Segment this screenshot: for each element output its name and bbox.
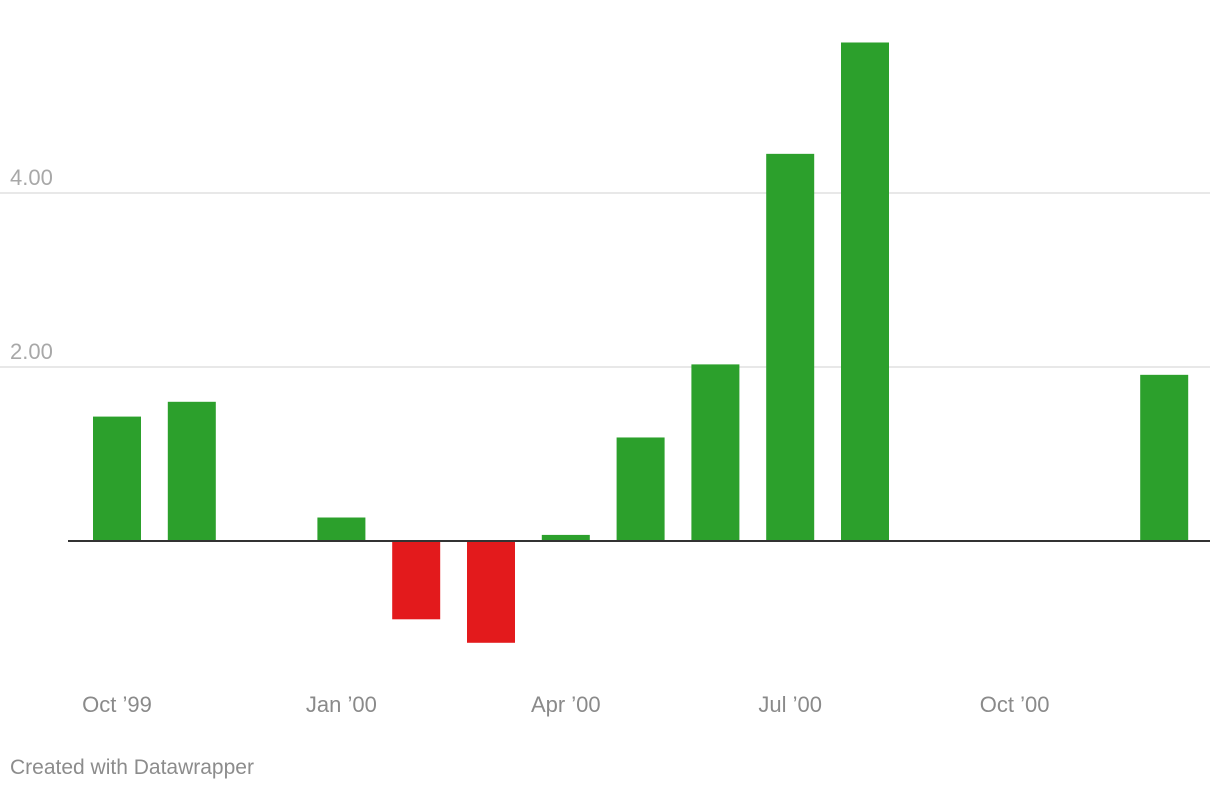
gridlines [0, 192, 1210, 368]
axes: 2.00 4.00 Oct ’99 Jan ’00 Apr ’00 Jul ’00 Oct … [10, 165, 1210, 717]
bar-1 [167, 401, 216, 541]
bar-0 [93, 416, 141, 541]
bar-8 [691, 364, 740, 541]
x-tick-label: Apr ’00 [531, 692, 601, 717]
bar-chart: 2.00 4.00 Oct ’99 Jan ’00 Apr ’00 Jul ’00 Oct … [0, 42, 1210, 717]
y-tick-label: 2.00 [10, 339, 53, 364]
x-tick-label: Oct ’00 [980, 692, 1050, 717]
credit-text: Created with Datawrapper [10, 756, 254, 779]
bar-7 [616, 437, 665, 541]
x-tick-label: Jul ’00 [758, 692, 822, 717]
bar-5 [467, 541, 515, 643]
x-tick-label: Jan ’00 [306, 692, 377, 717]
bar-10 [841, 42, 889, 542]
bar-6 [541, 534, 590, 541]
bar-3 [317, 517, 366, 541]
bar-14 [1140, 374, 1189, 541]
bars [93, 42, 1189, 643]
bar-9 [766, 153, 815, 541]
bar-4 [392, 541, 441, 620]
x-tick-label: Oct ’99 [82, 692, 152, 717]
y-tick-label: 4.00 [10, 165, 53, 190]
